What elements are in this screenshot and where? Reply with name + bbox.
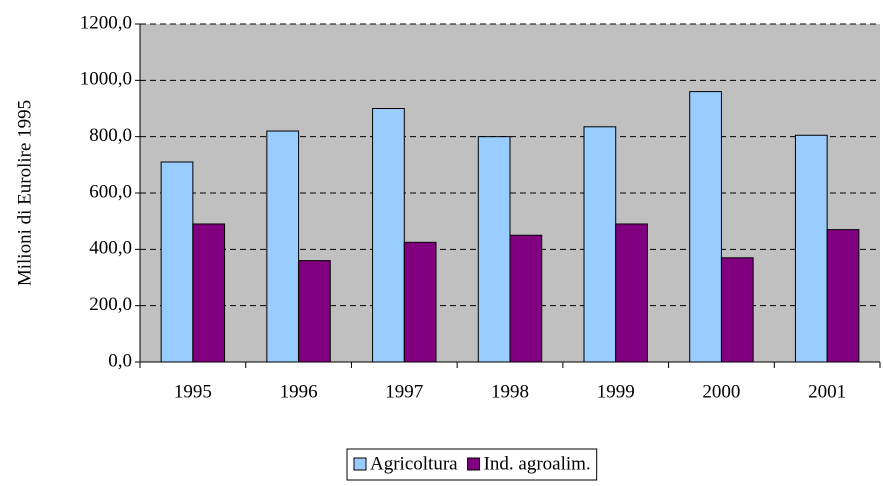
x-tick-label: 1997 xyxy=(385,381,423,402)
x-tick-label: 1999 xyxy=(597,381,635,402)
x-tick-label: 1998 xyxy=(491,381,529,402)
legend-label: Agricoltura xyxy=(370,453,458,474)
bar xyxy=(477,136,511,363)
legend-swatch xyxy=(467,457,481,471)
x-tick-label: 2001 xyxy=(808,381,846,402)
bar xyxy=(826,229,860,363)
bar xyxy=(509,234,543,363)
bar xyxy=(583,126,617,363)
y-tick-label: 1200,0 xyxy=(80,12,132,33)
y-tick-label: 200,0 xyxy=(89,294,132,315)
legend-label: Ind. agroalim. xyxy=(484,453,591,474)
bar xyxy=(160,161,194,363)
bar xyxy=(794,134,828,363)
y-axis-label: Milioni di Eurolire 1995 xyxy=(14,100,35,286)
y-tick-label: 600,0 xyxy=(89,181,132,202)
x-tick-label: 2000 xyxy=(702,381,740,402)
bar xyxy=(615,223,648,363)
bar xyxy=(298,260,331,363)
bar xyxy=(403,241,437,363)
bar xyxy=(266,130,300,363)
bar xyxy=(689,91,722,363)
bar xyxy=(192,223,226,363)
bar xyxy=(720,257,754,363)
y-tick-label: 400,0 xyxy=(89,238,132,259)
x-tick-label: 1995 xyxy=(174,381,212,402)
y-tick-label: 1000,0 xyxy=(80,69,132,90)
y-tick-label: 0,0 xyxy=(108,350,132,371)
y-tick-label: 800,0 xyxy=(89,125,132,146)
x-tick-label: 1996 xyxy=(280,381,318,402)
bar xyxy=(372,108,405,363)
legend-swatch xyxy=(353,457,367,471)
